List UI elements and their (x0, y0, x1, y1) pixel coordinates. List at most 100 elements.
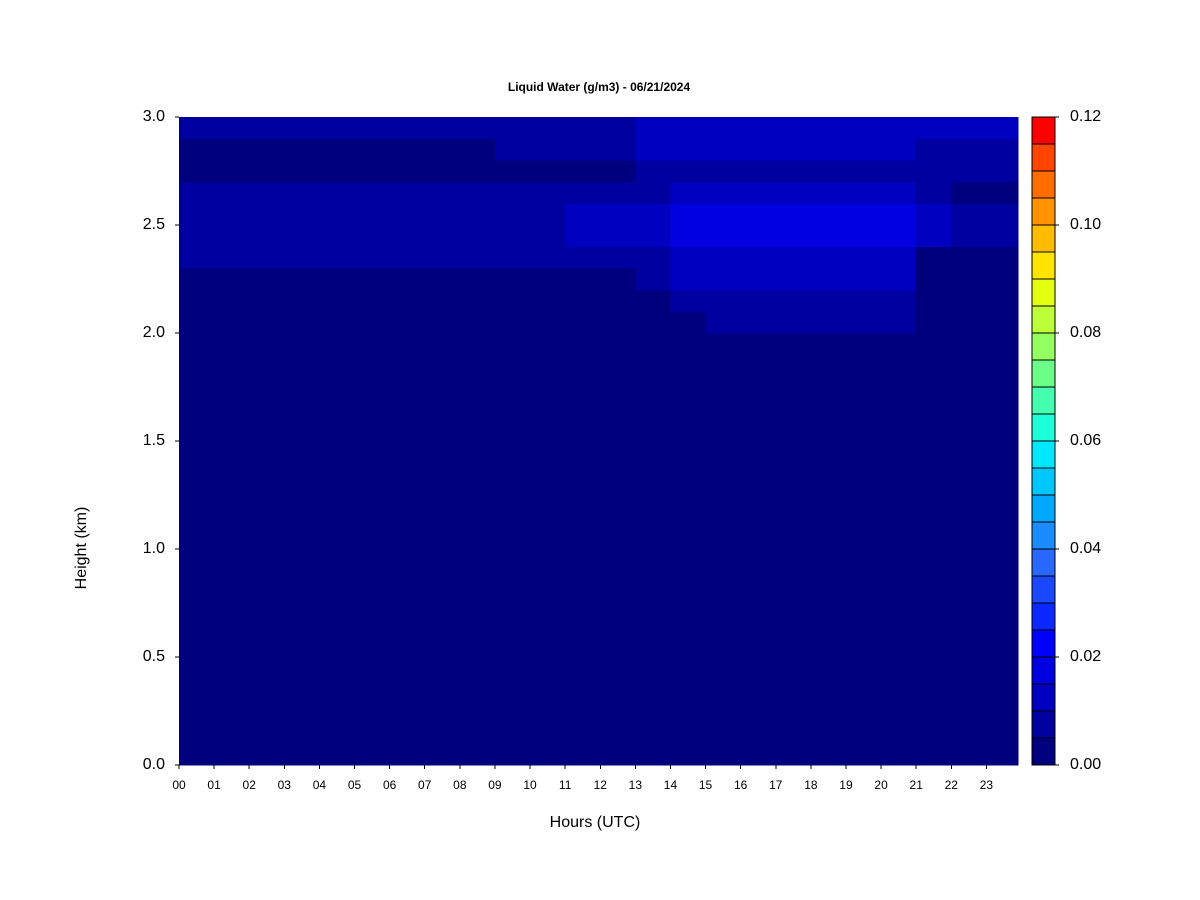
heatmap-cell (530, 203, 566, 226)
heatmap-cell (459, 246, 496, 269)
x-tick-label: 04 (313, 778, 327, 792)
heatmap-cell (845, 333, 882, 766)
heatmap-cell (670, 160, 707, 183)
heatmap-cell (740, 117, 777, 140)
heatmap-cell (916, 203, 952, 226)
heatmap-cell (881, 333, 917, 766)
heatmap-cell (810, 333, 847, 766)
heatmap-cell (705, 268, 742, 291)
heatmap-cell (845, 225, 882, 248)
heatmap-cell (179, 311, 215, 334)
heatmap-cell (600, 289, 636, 312)
heatmap-cell (179, 246, 215, 269)
heatmap-cell (424, 225, 461, 248)
heatmap-cell (635, 311, 671, 334)
x-tick-label: 12 (594, 778, 608, 792)
heatmap-cell (881, 289, 917, 312)
heatmap-cell (951, 203, 987, 226)
heatmap-cell (986, 289, 1019, 312)
heatmap-cell (600, 181, 636, 204)
heatmap-cell (530, 225, 566, 248)
heatmap-cell (459, 181, 496, 204)
heatmap-cell (249, 138, 285, 161)
colorbar-tick-label: 0.00 (1070, 756, 1101, 773)
heatmap-cell (494, 225, 531, 248)
heatmap-cell (740, 203, 777, 226)
heatmap-cell (319, 268, 356, 291)
heatmap-cell (494, 268, 531, 291)
heatmap-cell (951, 225, 987, 248)
heatmap-cell (810, 311, 847, 334)
x-tick-label: 17 (769, 778, 783, 792)
heatmap-cell (249, 289, 285, 312)
colorbar-tick-label: 0.12 (1070, 108, 1101, 125)
heatmap-cell (424, 160, 461, 183)
heatmap-cell (249, 117, 285, 140)
heatmap-cell (600, 246, 636, 269)
heatmap-cell (705, 225, 742, 248)
heatmap-cell (565, 311, 601, 334)
heatmap-cell (424, 246, 461, 269)
colorbar-bin (1031, 683, 1056, 712)
heatmap-cell (740, 160, 777, 183)
heatmap-cell (986, 203, 1019, 226)
heatmap-cell (565, 333, 601, 766)
heatmap-cell (670, 117, 707, 140)
heatmap-cell (775, 203, 812, 226)
x-tick-label: 02 (243, 778, 257, 792)
x-tick-label: 11 (559, 778, 572, 792)
heatmap-cell (845, 203, 882, 226)
heatmap-cell (845, 160, 882, 183)
heatmap-cell (214, 268, 250, 291)
colorbar-bin (1031, 116, 1056, 145)
heatmap-cell (986, 160, 1019, 183)
heatmap-cell (424, 181, 461, 204)
heatmap-cell (705, 160, 742, 183)
x-tick-label: 05 (348, 778, 362, 792)
heatmap-cell (845, 289, 882, 312)
heatmap-cell (810, 225, 847, 248)
colorbar-bin (1031, 737, 1056, 766)
heatmap-cell (775, 268, 812, 291)
heatmap-cell (214, 225, 250, 248)
heatmap-cell (389, 246, 426, 269)
heatmap-cell (986, 181, 1019, 204)
heatmap-cell (179, 117, 215, 140)
colorbar-bin (1031, 656, 1056, 685)
heatmap-cell (319, 138, 356, 161)
heatmap-cell (810, 289, 847, 312)
heatmap-cell (530, 333, 566, 766)
heatmap-cell (775, 138, 812, 161)
colorbar-tick-label: 0.06 (1070, 432, 1101, 449)
colorbar-bin (1031, 170, 1056, 199)
heatmap-cell (705, 246, 742, 269)
heatmap-cell (881, 138, 917, 161)
y-tick-label: 1.0 (143, 540, 165, 557)
colorbar-bin (1031, 494, 1056, 523)
heatmap-cell (810, 117, 847, 140)
x-tick-label: 18 (804, 778, 818, 792)
heatmap-cell (986, 138, 1019, 161)
heatmap-cell (284, 181, 320, 204)
heatmap-cell (214, 289, 250, 312)
heatmap-cell (424, 138, 461, 161)
heatmap-cell (670, 289, 707, 312)
heatmap-cell (705, 181, 742, 204)
heatmap-cell (986, 246, 1019, 269)
heatmap-cell (845, 181, 882, 204)
heatmap-cell (740, 333, 777, 766)
colorbar-bin (1031, 305, 1056, 334)
heatmap-cell (565, 246, 601, 269)
heatmap-cell (530, 311, 566, 334)
heatmap-cell (214, 138, 250, 161)
heatmap-cell (284, 117, 320, 140)
colorbar-bin (1031, 278, 1056, 307)
heatmap-cell (179, 138, 215, 161)
heatmap-cell (424, 311, 461, 334)
heatmap-cell (635, 160, 671, 183)
x-tick-label: 08 (453, 778, 467, 792)
heatmap-cell (986, 311, 1019, 334)
heatmap-cell (670, 225, 707, 248)
heatmap-cell (740, 289, 777, 312)
heatmap-cell (284, 160, 320, 183)
